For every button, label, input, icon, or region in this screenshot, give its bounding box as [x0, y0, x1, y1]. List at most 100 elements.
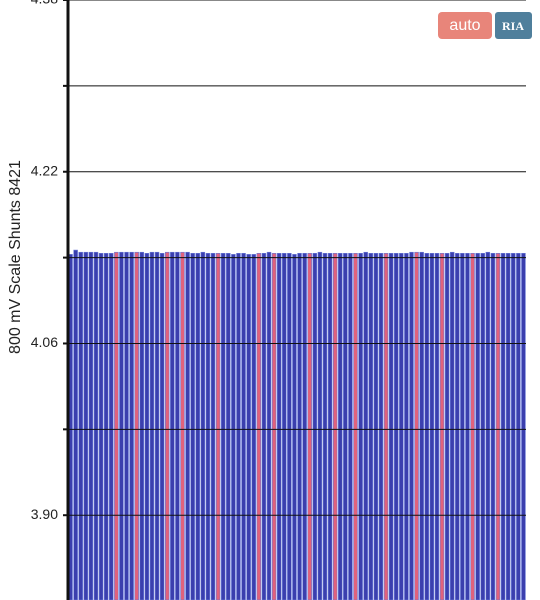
y-tick-label: 4.06	[31, 334, 58, 350]
bar	[444, 253, 450, 600]
bar	[195, 253, 201, 600]
bar	[159, 253, 165, 600]
bar	[475, 253, 480, 600]
bar	[414, 251, 419, 600]
bar	[98, 253, 104, 600]
bar	[287, 253, 292, 600]
bar	[119, 251, 124, 600]
bar	[276, 253, 282, 600]
bar	[358, 253, 363, 600]
bar	[109, 253, 114, 600]
bar	[393, 253, 399, 600]
bar	[363, 251, 368, 600]
bar	[292, 254, 297, 600]
bar	[383, 253, 389, 600]
bar	[307, 253, 312, 600]
bar	[88, 251, 94, 600]
bar	[317, 251, 323, 600]
bar	[368, 253, 374, 600]
bar	[78, 251, 83, 600]
bar	[103, 253, 109, 600]
bar	[149, 251, 155, 600]
bar	[139, 251, 145, 600]
bar	[495, 253, 501, 600]
bar	[429, 253, 435, 600]
y-tick-label: 3.90	[31, 506, 58, 522]
bar	[353, 253, 358, 600]
bar	[419, 251, 424, 600]
bar	[312, 253, 318, 600]
bar	[282, 253, 287, 600]
y-axis-label: 800 mV Scale Shunts 8421	[7, 160, 24, 354]
bar	[205, 253, 211, 600]
bar	[73, 249, 78, 600]
bar	[516, 253, 521, 600]
watermark-text: RIA	[502, 19, 524, 33]
bar	[465, 253, 470, 600]
bar	[332, 253, 338, 600]
bar	[241, 253, 246, 600]
bar	[424, 253, 430, 600]
bar	[439, 253, 445, 600]
bar	[327, 253, 333, 600]
bar	[480, 253, 485, 600]
bar	[521, 253, 526, 600]
bar	[511, 253, 516, 600]
y-tick-label: 4.38	[31, 0, 58, 7]
bar	[246, 254, 251, 600]
bar	[455, 253, 460, 600]
bar	[114, 251, 119, 600]
bar	[388, 253, 394, 600]
bar	[256, 253, 262, 600]
bar	[297, 253, 302, 600]
bar	[378, 253, 384, 600]
bar	[200, 251, 206, 600]
bar	[470, 253, 475, 600]
bar	[348, 253, 353, 600]
bar	[170, 251, 175, 600]
bar	[302, 253, 307, 600]
watermark-bg	[495, 12, 532, 39]
bar	[190, 253, 195, 600]
bar	[409, 251, 414, 600]
bar	[231, 254, 236, 600]
y-tick-label: 4.22	[31, 162, 58, 178]
bar	[338, 253, 343, 600]
bar	[490, 253, 496, 600]
bar	[93, 251, 99, 600]
bar	[500, 253, 506, 600]
bar	[83, 251, 89, 600]
watermark-bg	[438, 12, 492, 39]
bar	[164, 251, 170, 600]
bar	[322, 253, 328, 600]
bar	[343, 253, 348, 600]
bar	[271, 253, 277, 600]
bar	[399, 253, 404, 600]
bar	[261, 253, 267, 600]
bar	[373, 253, 379, 600]
bar	[236, 253, 241, 600]
bar	[215, 253, 221, 600]
bar	[266, 251, 272, 600]
bar	[449, 251, 455, 600]
bar	[251, 254, 256, 600]
bar	[185, 251, 190, 600]
watermark-text: auto	[449, 17, 480, 34]
bar	[144, 253, 150, 600]
bar	[124, 251, 129, 600]
bar	[226, 253, 231, 600]
bar	[434, 253, 440, 600]
bar	[154, 251, 160, 600]
bar	[404, 253, 409, 600]
bar	[485, 251, 491, 600]
bar	[134, 251, 139, 600]
bar	[220, 253, 226, 600]
bar	[180, 251, 185, 600]
bar	[129, 251, 134, 600]
bar	[175, 251, 180, 600]
bar	[210, 253, 216, 600]
bar	[460, 253, 465, 600]
bar	[505, 253, 511, 600]
